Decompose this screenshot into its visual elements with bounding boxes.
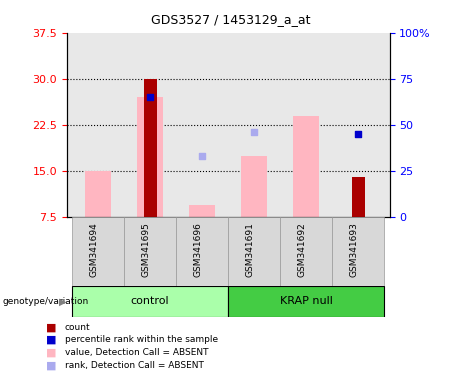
Text: ▶: ▶ [59,296,66,306]
Bar [241,156,267,217]
Text: ■: ■ [46,360,57,370]
Bar [280,217,332,286]
Bar [352,177,365,217]
Text: GSM341696: GSM341696 [193,222,202,277]
Text: rank, Detection Call = ABSENT: rank, Detection Call = ABSENT [65,361,203,370]
Bar [72,217,124,286]
Point [355,131,362,137]
Text: value, Detection Call = ABSENT: value, Detection Call = ABSENT [65,348,208,357]
Text: GDS3527 / 1453129_a_at: GDS3527 / 1453129_a_at [151,13,310,26]
Text: GSM341691: GSM341691 [245,222,254,277]
Bar [144,79,157,217]
Text: genotype/variation: genotype/variation [2,297,89,306]
Bar [72,286,228,317]
Text: ■: ■ [46,348,57,358]
Point [250,129,258,135]
Point [147,94,154,100]
Bar [189,205,215,217]
Bar [176,217,228,286]
Text: ■: ■ [46,322,57,332]
Bar [85,171,111,217]
Text: percentile rank within the sample: percentile rank within the sample [65,335,218,344]
Bar [124,217,176,286]
Bar [137,97,163,217]
Point [199,153,206,159]
Text: GSM341693: GSM341693 [349,222,358,277]
Text: GSM341692: GSM341692 [297,222,306,277]
Text: GSM341695: GSM341695 [141,222,150,277]
Bar [228,286,384,317]
Text: KRAP null: KRAP null [280,296,333,306]
Text: count: count [65,323,90,332]
Text: GSM341694: GSM341694 [89,222,98,277]
Bar [228,217,280,286]
Bar [332,217,384,286]
Text: ■: ■ [46,335,57,345]
Text: control: control [131,296,170,306]
Bar [293,116,319,217]
